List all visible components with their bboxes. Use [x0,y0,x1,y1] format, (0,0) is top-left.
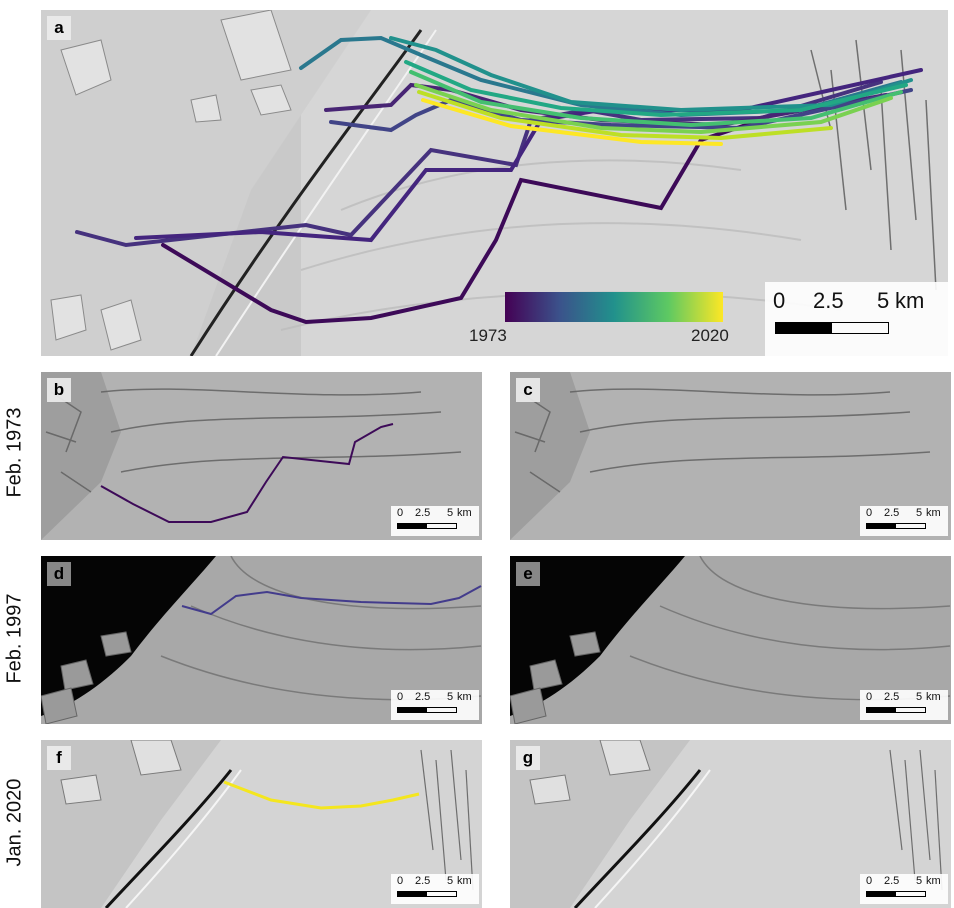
colorbar-gradient [505,292,723,322]
colorbar-min-label: 1973 [469,326,507,345]
panel-a-map: a 1973 2020 0 2.5 5 km [41,10,948,356]
panel-c-map: c 0 2.5 5 km [510,372,951,540]
scalebar-f-tick-max: 5 [447,875,454,887]
panel-f-map: f 0 2.5 5 km [41,740,482,908]
scalebar-d-tick-max: 5 [447,691,454,703]
row-label-1973: Feb. 1973 [3,407,26,498]
row-label-2020: Jan. 2020 [3,778,26,867]
scalebar-e-tick-max: 5 [916,691,923,703]
scalebar-tick-mid: 2.5 [813,288,844,313]
panel-label-d: d [47,562,71,586]
scalebar-b-tick-max: 5 [447,507,454,519]
scalebar-g-unit: km [926,875,941,887]
row-label-1997: Feb. 1997 [3,593,26,684]
scalebar-d: 0 2.5 5 km [391,690,479,720]
scalebar-e-tick-0: 0 [866,691,873,703]
panel-label-a: a [47,16,71,40]
scalebar-d-bar [397,707,457,713]
scalebar-tick-0: 0 [773,288,786,313]
scalebar-a: 0 2.5 5 km [765,282,948,356]
panel-label-c: c [516,378,540,402]
scalebar-c: 0 2.5 5 km [860,506,948,536]
scalebar-e-bar [866,707,926,713]
scalebar-e: 0 2.5 5 km [860,690,948,720]
panel-label-f: f [47,746,71,770]
scalebar-c-tick-max: 5 [916,507,923,519]
scalebar-f-tick-mid: 2.5 [415,875,431,887]
scalebar-c-tick-0: 0 [866,507,873,519]
scalebar-b-tick-mid: 2.5 [415,507,431,519]
panel-e-map: e 0 2.5 5 km [510,556,951,724]
panel-d-imagery [41,556,482,724]
scalebar-d-tick-0: 0 [397,691,404,703]
panel-label-b: b [47,378,71,402]
scalebar-c-tick-mid: 2.5 [884,507,900,519]
panel-f-imagery [41,740,482,908]
scalebar-b-tick-0: 0 [397,507,404,519]
scalebar-b-bar [397,523,457,529]
scalebar-e-tick-mid: 2.5 [884,691,900,703]
scalebar-d-unit: km [457,691,472,703]
scalebar-g-tick-mid: 2.5 [884,875,900,887]
scalebar-f-tick-0: 0 [397,875,404,887]
scalebar-f: 0 2.5 5 km [391,874,479,904]
scalebar-g: 0 2.5 5 km [860,874,948,904]
panel-a-imagery [41,10,948,356]
colorbar [505,292,723,322]
scalebar-bar [775,322,889,334]
scalebar-g-tick-0: 0 [866,875,873,887]
panel-label-e: e [516,562,540,586]
scalebar-f-unit: km [457,875,472,887]
colorbar-max-label: 2020 [691,326,729,345]
panel-b-map: b 0 2.5 5 km [41,372,482,540]
scalebar-c-unit: km [926,507,941,519]
scalebar-tick-max: 5 [877,288,890,313]
scalebar-c-bar [866,523,926,529]
panel-label-g: g [516,746,540,770]
scalebar-g-bar [866,891,926,897]
scalebar-f-bar [397,891,457,897]
panel-d-map: d 0 2.5 5 km [41,556,482,724]
scalebar-b: 0 2.5 5 km [391,506,479,536]
scalebar-d-tick-mid: 2.5 [415,691,431,703]
scalebar-g-tick-max: 5 [916,875,923,887]
panel-e-imagery [510,556,951,724]
scalebar-unit: km [895,288,925,313]
scalebar-b-unit: km [457,507,472,519]
panel-g-map: g 0 2.5 5 km [510,740,951,908]
scalebar-e-unit: km [926,691,941,703]
